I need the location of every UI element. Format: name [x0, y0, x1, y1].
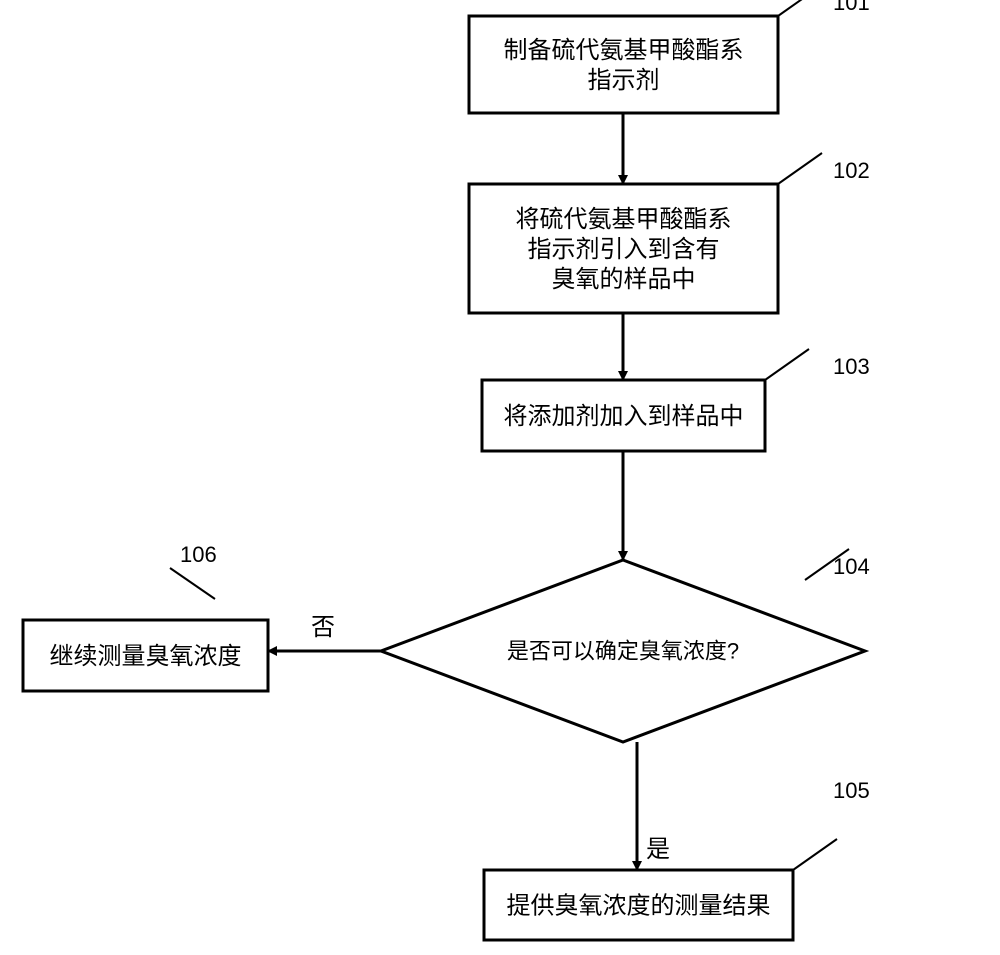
node-text-dec104: 是否可以确定臭氧浓度?	[507, 639, 739, 664]
callout-label-101: 101	[833, 0, 870, 15]
node-text-box102: 将硫代氨基甲酸酯系指示剂引入到含有臭氧的样品中	[516, 206, 732, 293]
node-box	[469, 16, 778, 113]
node-text-box101: 制备硫代氨基甲酸酯系指示剂	[504, 37, 744, 94]
node-text-box105: 提供臭氧浓度的测量结果	[507, 892, 771, 919]
callout-line-105	[793, 839, 837, 870]
callout-line-106	[170, 568, 215, 599]
nodes-layer: 制备硫代氨基甲酸酯系指示剂将硫代氨基甲酸酯系指示剂引入到含有臭氧的样品中将添加剂…	[23, 16, 865, 940]
node-dec104: 是否可以确定臭氧浓度?	[381, 560, 865, 742]
node-box106: 继续测量臭氧浓度	[23, 620, 268, 691]
callout-label-104: 104	[833, 554, 870, 579]
node-text-box106: 继续测量臭氧浓度	[50, 643, 242, 670]
callout-line-101	[778, 0, 822, 16]
callout-line-102	[778, 153, 822, 184]
callout-label-103: 103	[833, 354, 870, 379]
node-box102: 将硫代氨基甲酸酯系指示剂引入到含有臭氧的样品中	[469, 184, 778, 313]
node-box103: 将添加剂加入到样品中	[482, 380, 765, 451]
node-box101: 制备硫代氨基甲酸酯系指示剂	[469, 16, 778, 113]
callout-label-105: 105	[833, 778, 870, 803]
callout-line-103	[765, 349, 809, 380]
flowchart-canvas: 否是 制备硫代氨基甲酸酯系指示剂将硫代氨基甲酸酯系指示剂引入到含有臭氧的样品中将…	[0, 0, 1000, 955]
edge-label-是: 是	[646, 836, 670, 863]
callout-label-102: 102	[833, 158, 870, 183]
node-box105: 提供臭氧浓度的测量结果	[484, 870, 793, 940]
edge-label-否: 否	[311, 614, 335, 641]
node-text-box103: 将添加剂加入到样品中	[504, 403, 744, 430]
callout-label-106: 106	[180, 542, 217, 567]
